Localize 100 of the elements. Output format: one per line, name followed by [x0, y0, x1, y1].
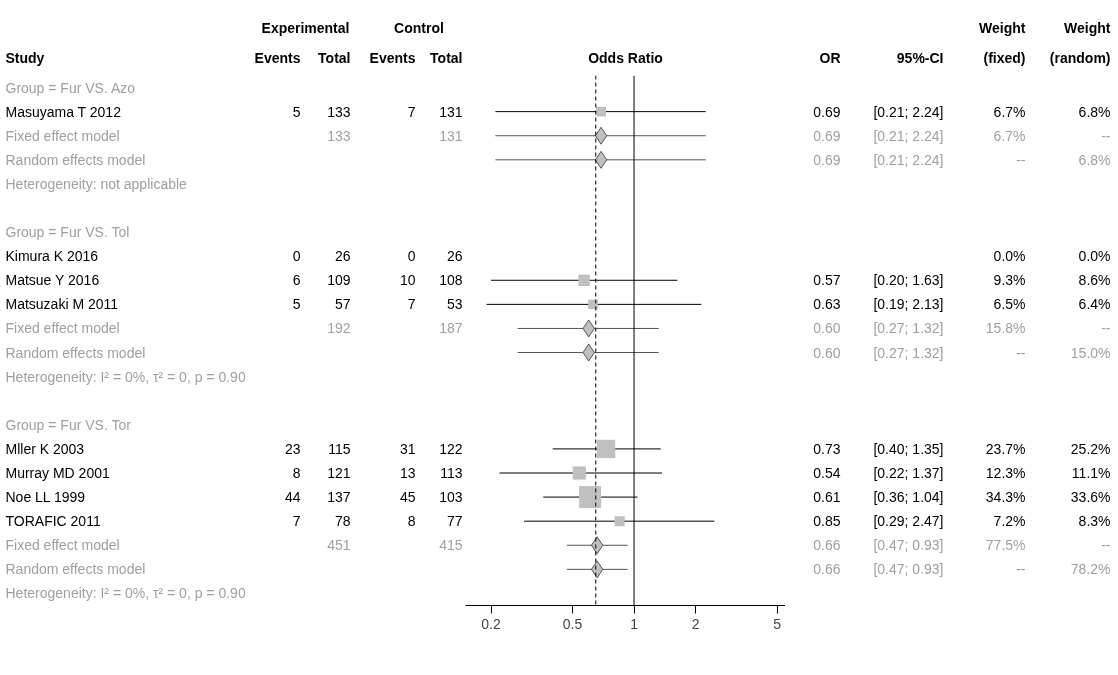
text: 109: [327, 272, 351, 289]
text: Group = Fur VS. Azo: [5, 79, 136, 96]
text: [0.21; 2.24]: [873, 151, 944, 168]
text: 192: [327, 320, 351, 337]
category-label: Weight (fixed): [979, 20, 1026, 66]
text: 0.54: [813, 465, 841, 481]
text: 8: [292, 465, 301, 481]
text: [0.47; 0.93]: [873, 537, 944, 554]
text: 26: [334, 248, 351, 265]
text: [0.21; 2.24]: [873, 127, 944, 144]
text: 0.69: [813, 127, 841, 144]
text: Heterogeneity: not applicable: [5, 175, 187, 192]
text: 7: [407, 296, 416, 313]
x-tick-label: 0.2: [481, 615, 501, 632]
text: Mller K 2003: [5, 440, 85, 457]
category-label: Events: [254, 49, 301, 66]
text: 78.2%: [1070, 561, 1111, 578]
category-label: Total: [318, 49, 351, 66]
text: [0.22; 1.37]: [873, 465, 944, 481]
category-label: Total: [430, 49, 463, 66]
text: 13: [399, 465, 416, 481]
text: 131: [439, 127, 463, 144]
text: 131: [439, 103, 463, 120]
text: [0.36; 1.04]: [873, 489, 944, 506]
text: Fixed effect model: [5, 127, 120, 144]
text: --: [1101, 127, 1111, 144]
text: --: [1016, 344, 1026, 361]
text: 121: [327, 465, 351, 481]
text: 133: [327, 103, 351, 120]
text: 0.66: [813, 537, 841, 554]
text: 77: [446, 513, 463, 530]
text: 0.0%: [1078, 248, 1111, 265]
text: 0.66: [813, 561, 841, 578]
category-label: Events: [369, 49, 416, 66]
text: 7: [407, 103, 416, 120]
text: 451: [327, 537, 351, 554]
text: 7: [292, 513, 301, 530]
x-tick-label: 0.5: [562, 615, 583, 632]
text: 23: [284, 440, 301, 457]
text: 8.6%: [1078, 272, 1111, 289]
text: [0.40; 1.35]: [873, 440, 944, 457]
text: 0.0%: [993, 248, 1026, 265]
text: 0.69: [813, 151, 841, 168]
category-label: 95%-CI: [896, 49, 944, 66]
text: 113: [440, 465, 463, 481]
text: 6.8%: [1078, 151, 1111, 168]
text: 57: [334, 296, 351, 313]
text: 6.7%: [993, 103, 1026, 120]
text: 26: [446, 248, 463, 265]
text: [0.27; 1.32]: [873, 320, 944, 337]
text: Experimental: [261, 20, 350, 37]
text: 0.69: [813, 103, 841, 120]
text: 415: [439, 537, 463, 554]
text: 115: [328, 440, 351, 457]
text: 15.8%: [985, 320, 1026, 337]
text: 78: [334, 513, 351, 530]
text: 44: [284, 489, 301, 506]
text: 9.3%: [993, 272, 1026, 289]
text: 11.1%: [1071, 465, 1111, 481]
text: --: [1101, 537, 1111, 554]
text: Group = Fur VS. Tor: [5, 416, 131, 433]
point: [594, 150, 608, 169]
text: [0.27; 1.32]: [873, 344, 944, 361]
text: TORAFIC 2011: [5, 513, 101, 530]
text: Group = Fur VS. Tol: [5, 224, 130, 241]
text: --: [1016, 561, 1026, 578]
text: 6: [292, 272, 301, 289]
text: Heterogeneity: I² = 0%, τ² = 0, p = 0.90: [5, 585, 246, 602]
x-tick-label: 2: [691, 615, 700, 632]
text: 31: [399, 440, 416, 457]
text: 6.4%: [1078, 296, 1111, 313]
text: 0.57: [813, 272, 841, 289]
text: 34.3%: [985, 489, 1026, 506]
text: 7.2%: [993, 513, 1026, 530]
text: 0.61: [813, 489, 841, 506]
point: [596, 106, 606, 117]
text: 5: [292, 103, 301, 120]
text: Kimura K 2016: [5, 248, 99, 265]
text: 6.5%: [993, 296, 1026, 313]
text: 8: [407, 513, 416, 530]
text: 108: [439, 272, 463, 289]
text: 0.60: [813, 344, 841, 361]
text: Murray MD 2001: [5, 465, 110, 481]
x-tick-label: 5: [773, 615, 782, 632]
category-label: OR: [819, 49, 841, 66]
category-label: Weight (random): [1049, 20, 1111, 66]
text: Matsue Y 2016: [5, 272, 100, 289]
text: Random effects model: [5, 561, 146, 578]
text: 187: [439, 320, 463, 337]
text: 53: [446, 296, 463, 313]
text: 45: [399, 489, 416, 506]
text: [0.20; 1.63]: [873, 272, 944, 289]
text: 33.6%: [1070, 489, 1111, 506]
text: Noe LL 1999: [5, 489, 86, 506]
text: 10: [399, 272, 416, 289]
text: 25.2%: [1070, 440, 1111, 457]
point: [578, 274, 590, 286]
point: [590, 560, 604, 579]
text: [0.29; 2.47]: [873, 513, 944, 530]
text: 0: [407, 248, 416, 265]
